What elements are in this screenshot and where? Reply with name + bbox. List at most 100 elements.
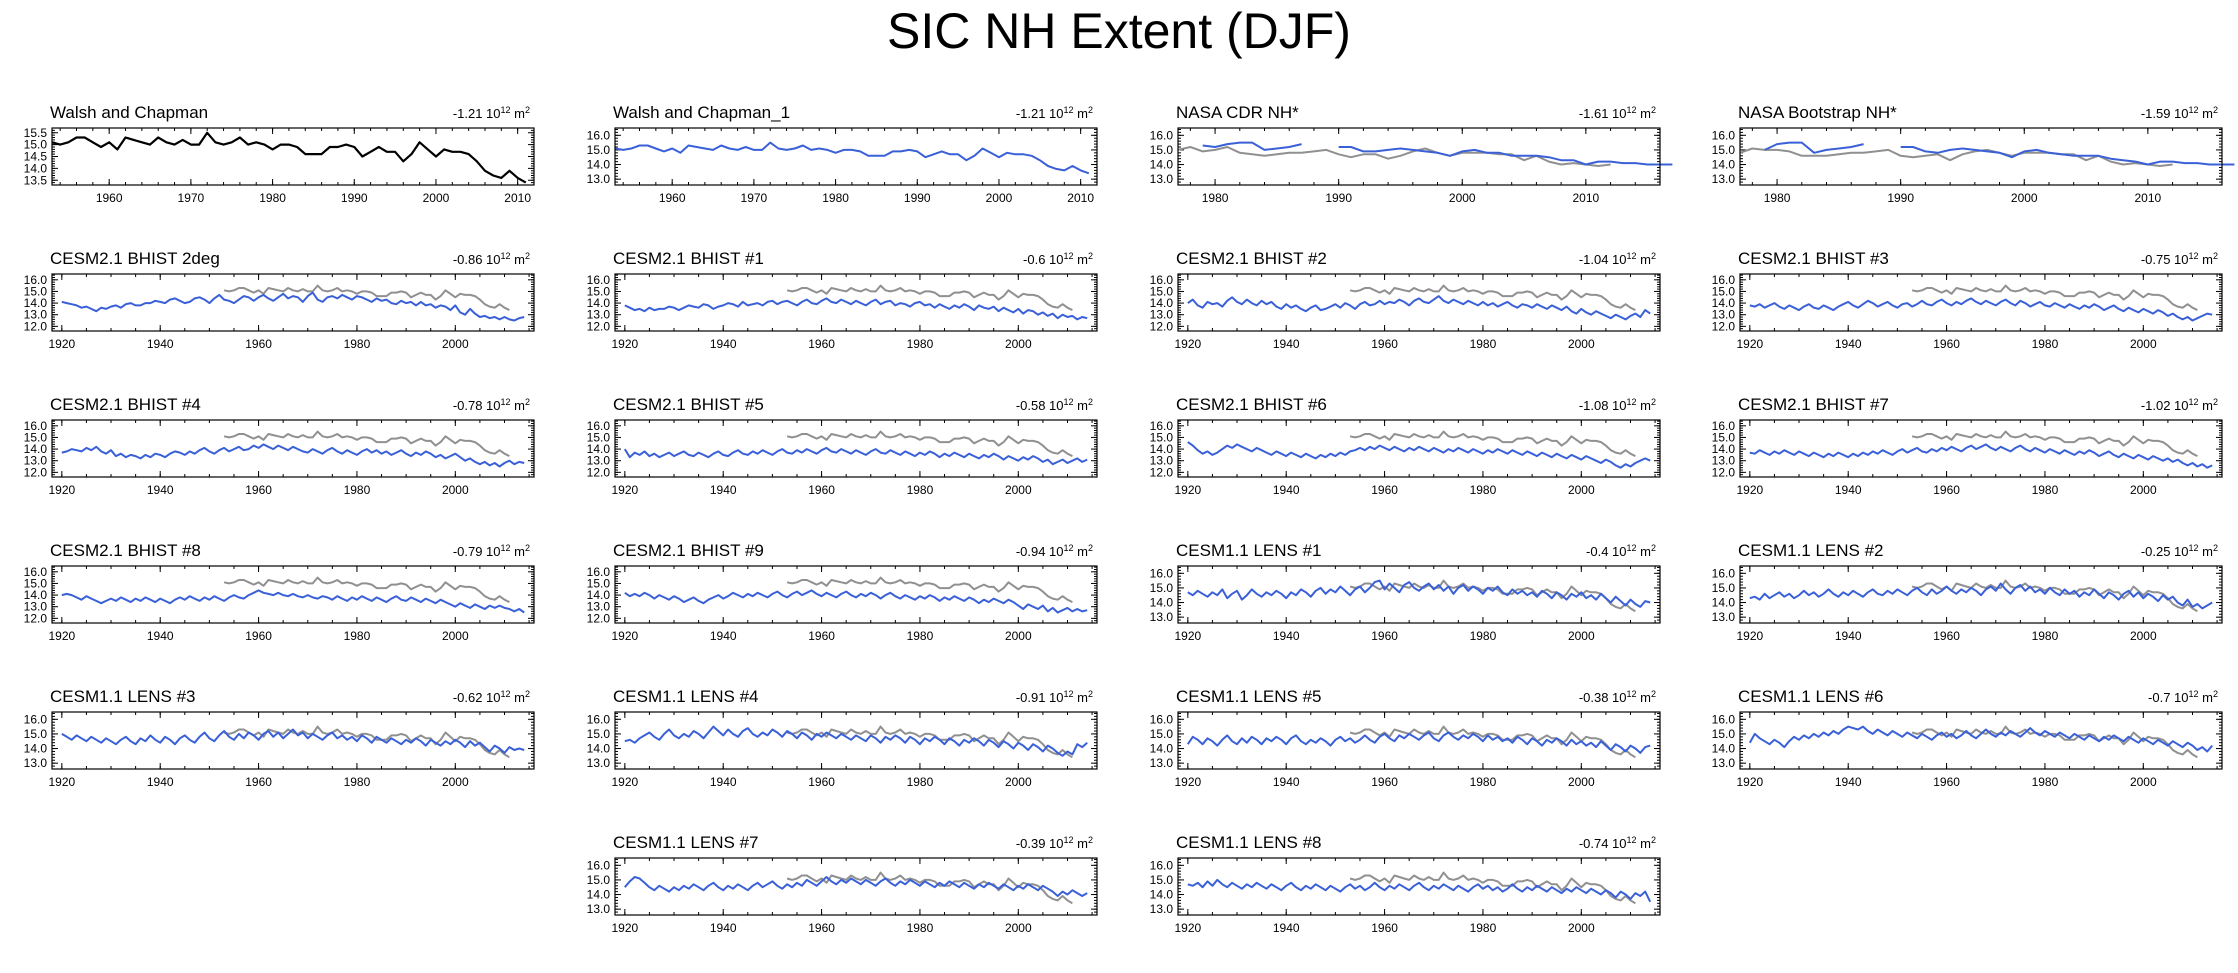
panel-trend: -1.21 1012 m2 — [453, 105, 530, 121]
x-tick-label: 1960 — [1371, 337, 1398, 351]
model-series-line — [1748, 725, 2213, 753]
panel-8: CESM2.1 BHIST #3 -0.75 1012 m2 1920 1940 196… — [1712, 249, 2223, 351]
y-tick-label: 15.0 — [587, 143, 611, 157]
y-tick-label: 16.0 — [1150, 419, 1174, 433]
x-tick-label: 2000 — [986, 191, 1013, 205]
y-tick-label: 16.0 — [24, 273, 48, 287]
y-tick-label: 15.0 — [1150, 143, 1174, 157]
panel-3: NASA CDR NH* -1.61 1012 m2 1980 1990 2000 201… — [1150, 103, 1673, 205]
plot-frame — [614, 857, 1098, 916]
plot-frame — [1739, 565, 2223, 624]
x-tick-label: 1960 — [1371, 629, 1398, 643]
x-tick-label: 1980 — [1470, 921, 1497, 935]
x-tick-label: 1980 — [2032, 775, 2059, 789]
panel-trend: -0.39 1012 m2 — [1016, 835, 1093, 851]
panel-trend: -0.7 1012 m2 — [2148, 689, 2218, 705]
model-series-line — [624, 297, 1088, 321]
x-tick-label: 1960 — [808, 775, 835, 789]
x-tick-label: 1960 — [245, 483, 272, 497]
x-tick-label: 2000 — [442, 775, 469, 789]
obs-series-line — [51, 131, 527, 184]
y-tick-label: 13.0 — [587, 756, 611, 770]
y-tick-label: 13.0 — [1150, 756, 1174, 770]
x-tick-label: 2000 — [2130, 775, 2157, 789]
x-tick-label: 1940 — [1835, 337, 1862, 351]
panel-trend: -1.21 1012 m2 — [1016, 105, 1093, 121]
y-tick-label: 16.0 — [587, 565, 611, 579]
panel-title: NASA CDR NH* — [1176, 103, 1299, 122]
y-tick-label: 15.0 — [1150, 581, 1174, 595]
panel-title: CESM2.1 BHIST #7 — [1738, 395, 1889, 414]
panel-trend: -1.02 1012 m2 — [2141, 397, 2218, 413]
x-tick-label: 1980 — [907, 775, 934, 789]
x-tick-label: 1980 — [907, 921, 934, 935]
y-tick-label: 14.0 — [24, 296, 48, 310]
x-tick-label: 1920 — [1174, 629, 1201, 643]
plot-frame — [1177, 857, 1661, 916]
panel-5: CESM2.1 BHIST 2deg -0.86 1012 m2 1920 1940 1… — [24, 249, 535, 351]
x-tick-label: 2010 — [504, 191, 531, 205]
reference-series-line — [223, 725, 510, 759]
x-tick-label: 1940 — [1835, 483, 1862, 497]
x-tick-label: 1980 — [1470, 337, 1497, 351]
x-tick-label: 1920 — [1174, 775, 1201, 789]
panel-trend: -1.59 1012 m2 — [2141, 105, 2218, 121]
plot-frame — [51, 565, 535, 624]
panel-title: NASA Bootstrap NH* — [1738, 103, 1897, 122]
y-tick-label: 14.0 — [1150, 596, 1174, 610]
panel-title: CESM2.1 BHIST 2deg — [50, 249, 220, 268]
y-tick-label: 12.0 — [1712, 465, 1736, 479]
y-tick-label: 14.0 — [1150, 296, 1174, 310]
x-tick-label: 1980 — [2032, 483, 2059, 497]
panel-trend: -0.91 1012 m2 — [1016, 689, 1093, 705]
x-tick-label: 1960 — [808, 483, 835, 497]
panel-title: CESM2.1 BHIST #2 — [1176, 249, 1327, 268]
y-tick-label: 16.0 — [1150, 566, 1174, 580]
y-tick-label: 13.0 — [1712, 610, 1736, 624]
x-tick-label: 1940 — [147, 337, 174, 351]
y-tick-label: 16.0 — [1712, 273, 1736, 287]
x-tick-label: 2000 — [1005, 775, 1032, 789]
model-series-line — [1187, 579, 1651, 608]
model-series-line — [1764, 141, 2235, 166]
model-series-line — [1187, 441, 1651, 469]
x-tick-label: 1960 — [1933, 337, 1960, 351]
panel-trend: -0.75 1012 m2 — [2141, 251, 2218, 267]
y-tick-label: 14.0 — [1712, 158, 1736, 172]
x-tick-label: 1970 — [741, 191, 768, 205]
x-tick-label: 1940 — [710, 337, 737, 351]
y-tick-label: 12.0 — [587, 611, 611, 625]
panel-1: Walsh and Chapman -1.21 1012 m2 1960 1970 19… — [24, 103, 535, 205]
x-tick-label: 1960 — [1371, 921, 1398, 935]
panel-6: CESM2.1 BHIST #1 -0.6 1012 m2 1920 1940 1960… — [587, 249, 1098, 351]
y-tick-label: 14.0 — [1712, 742, 1736, 756]
reference-series-line — [1911, 430, 2198, 457]
y-tick-label: 14.0 — [1712, 296, 1736, 310]
y-tick-label: 12.0 — [587, 465, 611, 479]
x-tick-label: 1990 — [1887, 191, 1914, 205]
x-tick-label: 1920 — [1174, 921, 1201, 935]
x-tick-label: 1940 — [147, 483, 174, 497]
y-tick-label: 13.0 — [24, 756, 48, 770]
y-tick-label: 16.0 — [587, 128, 611, 142]
model-series-line — [1749, 297, 2213, 322]
reference-series-line — [1911, 725, 2198, 759]
x-tick-label: 2000 — [1005, 337, 1032, 351]
y-tick-label: 16.0 — [1712, 128, 1736, 142]
x-tick-label: 1980 — [907, 483, 934, 497]
x-tick-label: 1990 — [1325, 191, 1352, 205]
x-tick-label: 1980 — [2032, 629, 2059, 643]
y-tick-label: 15.0 — [1712, 284, 1736, 298]
model-series-line — [61, 589, 525, 614]
y-tick-label: 13.0 — [1150, 172, 1174, 186]
y-tick-label: 14.0 — [587, 742, 611, 756]
reference-series-line — [1911, 284, 2198, 311]
x-tick-label: 1960 — [1371, 775, 1398, 789]
y-tick-label: 12.0 — [24, 319, 48, 333]
y-tick-label: 15.0 — [24, 430, 48, 444]
panel-14: CESM2.1 BHIST #9 -0.94 1012 m2 1920 1940 196… — [587, 541, 1098, 643]
y-tick-label: 15.0 — [587, 576, 611, 590]
y-tick-label: 16.0 — [1150, 128, 1174, 142]
reference-series-line — [1349, 430, 1636, 457]
model-series-line — [614, 141, 1090, 175]
